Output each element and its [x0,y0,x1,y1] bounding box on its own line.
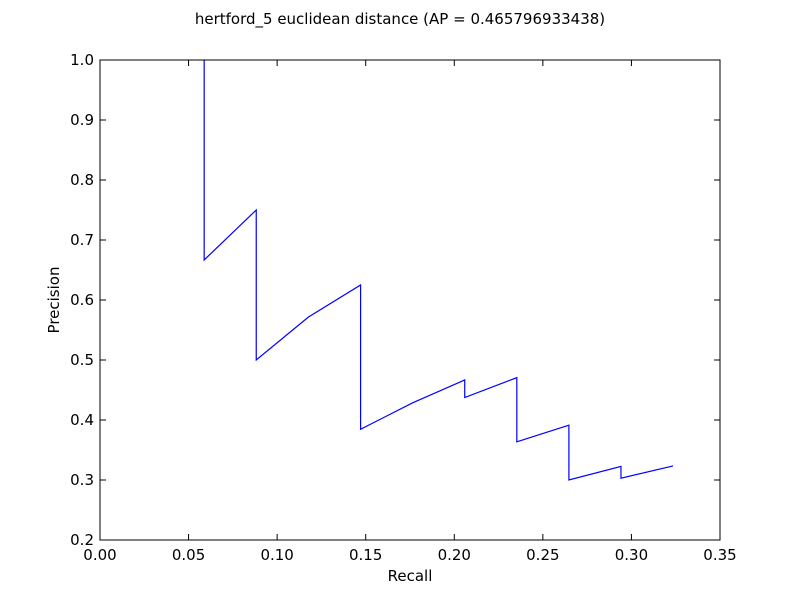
x-tick-label: 0.30 [615,546,648,564]
x-axis-ticks: 0.00 0.05 0.10 0.15 0.20 0.25 0.30 0.35 [83,60,737,564]
y-axis-ticks: 0.2 0.3 0.4 0.5 0.6 0.7 0.8 0.9 1.0 [70,51,720,549]
x-tick-label: 0.00 [83,546,116,564]
y-tick-label: 0.7 [70,231,94,249]
y-axis-title: Precision [45,267,63,334]
y-tick-label: 0.2 [70,531,94,549]
plot-area [100,60,720,540]
x-tick-label: 0.05 [172,546,205,564]
y-tick-label: 0.8 [70,171,94,189]
precision-recall-line [203,60,674,481]
y-tick-label: 0.3 [70,471,94,489]
y-tick-label: 0.4 [70,411,94,429]
x-tick-label: 0.25 [526,546,559,564]
x-tick-label: 0.20 [438,546,471,564]
x-tick-label: 0.15 [349,546,382,564]
y-tick-label: 1.0 [70,51,94,69]
x-tick-label: 0.10 [260,546,293,564]
chart-title: hertford_5 euclidean distance (AP = 0.46… [195,10,605,29]
x-axis-title: Recall [388,567,433,585]
y-tick-label: 0.5 [70,351,94,369]
series-layer [203,60,674,481]
y-tick-label: 0.6 [70,291,94,309]
y-tick-label: 0.9 [70,111,94,129]
x-tick-label: 0.35 [703,546,736,564]
